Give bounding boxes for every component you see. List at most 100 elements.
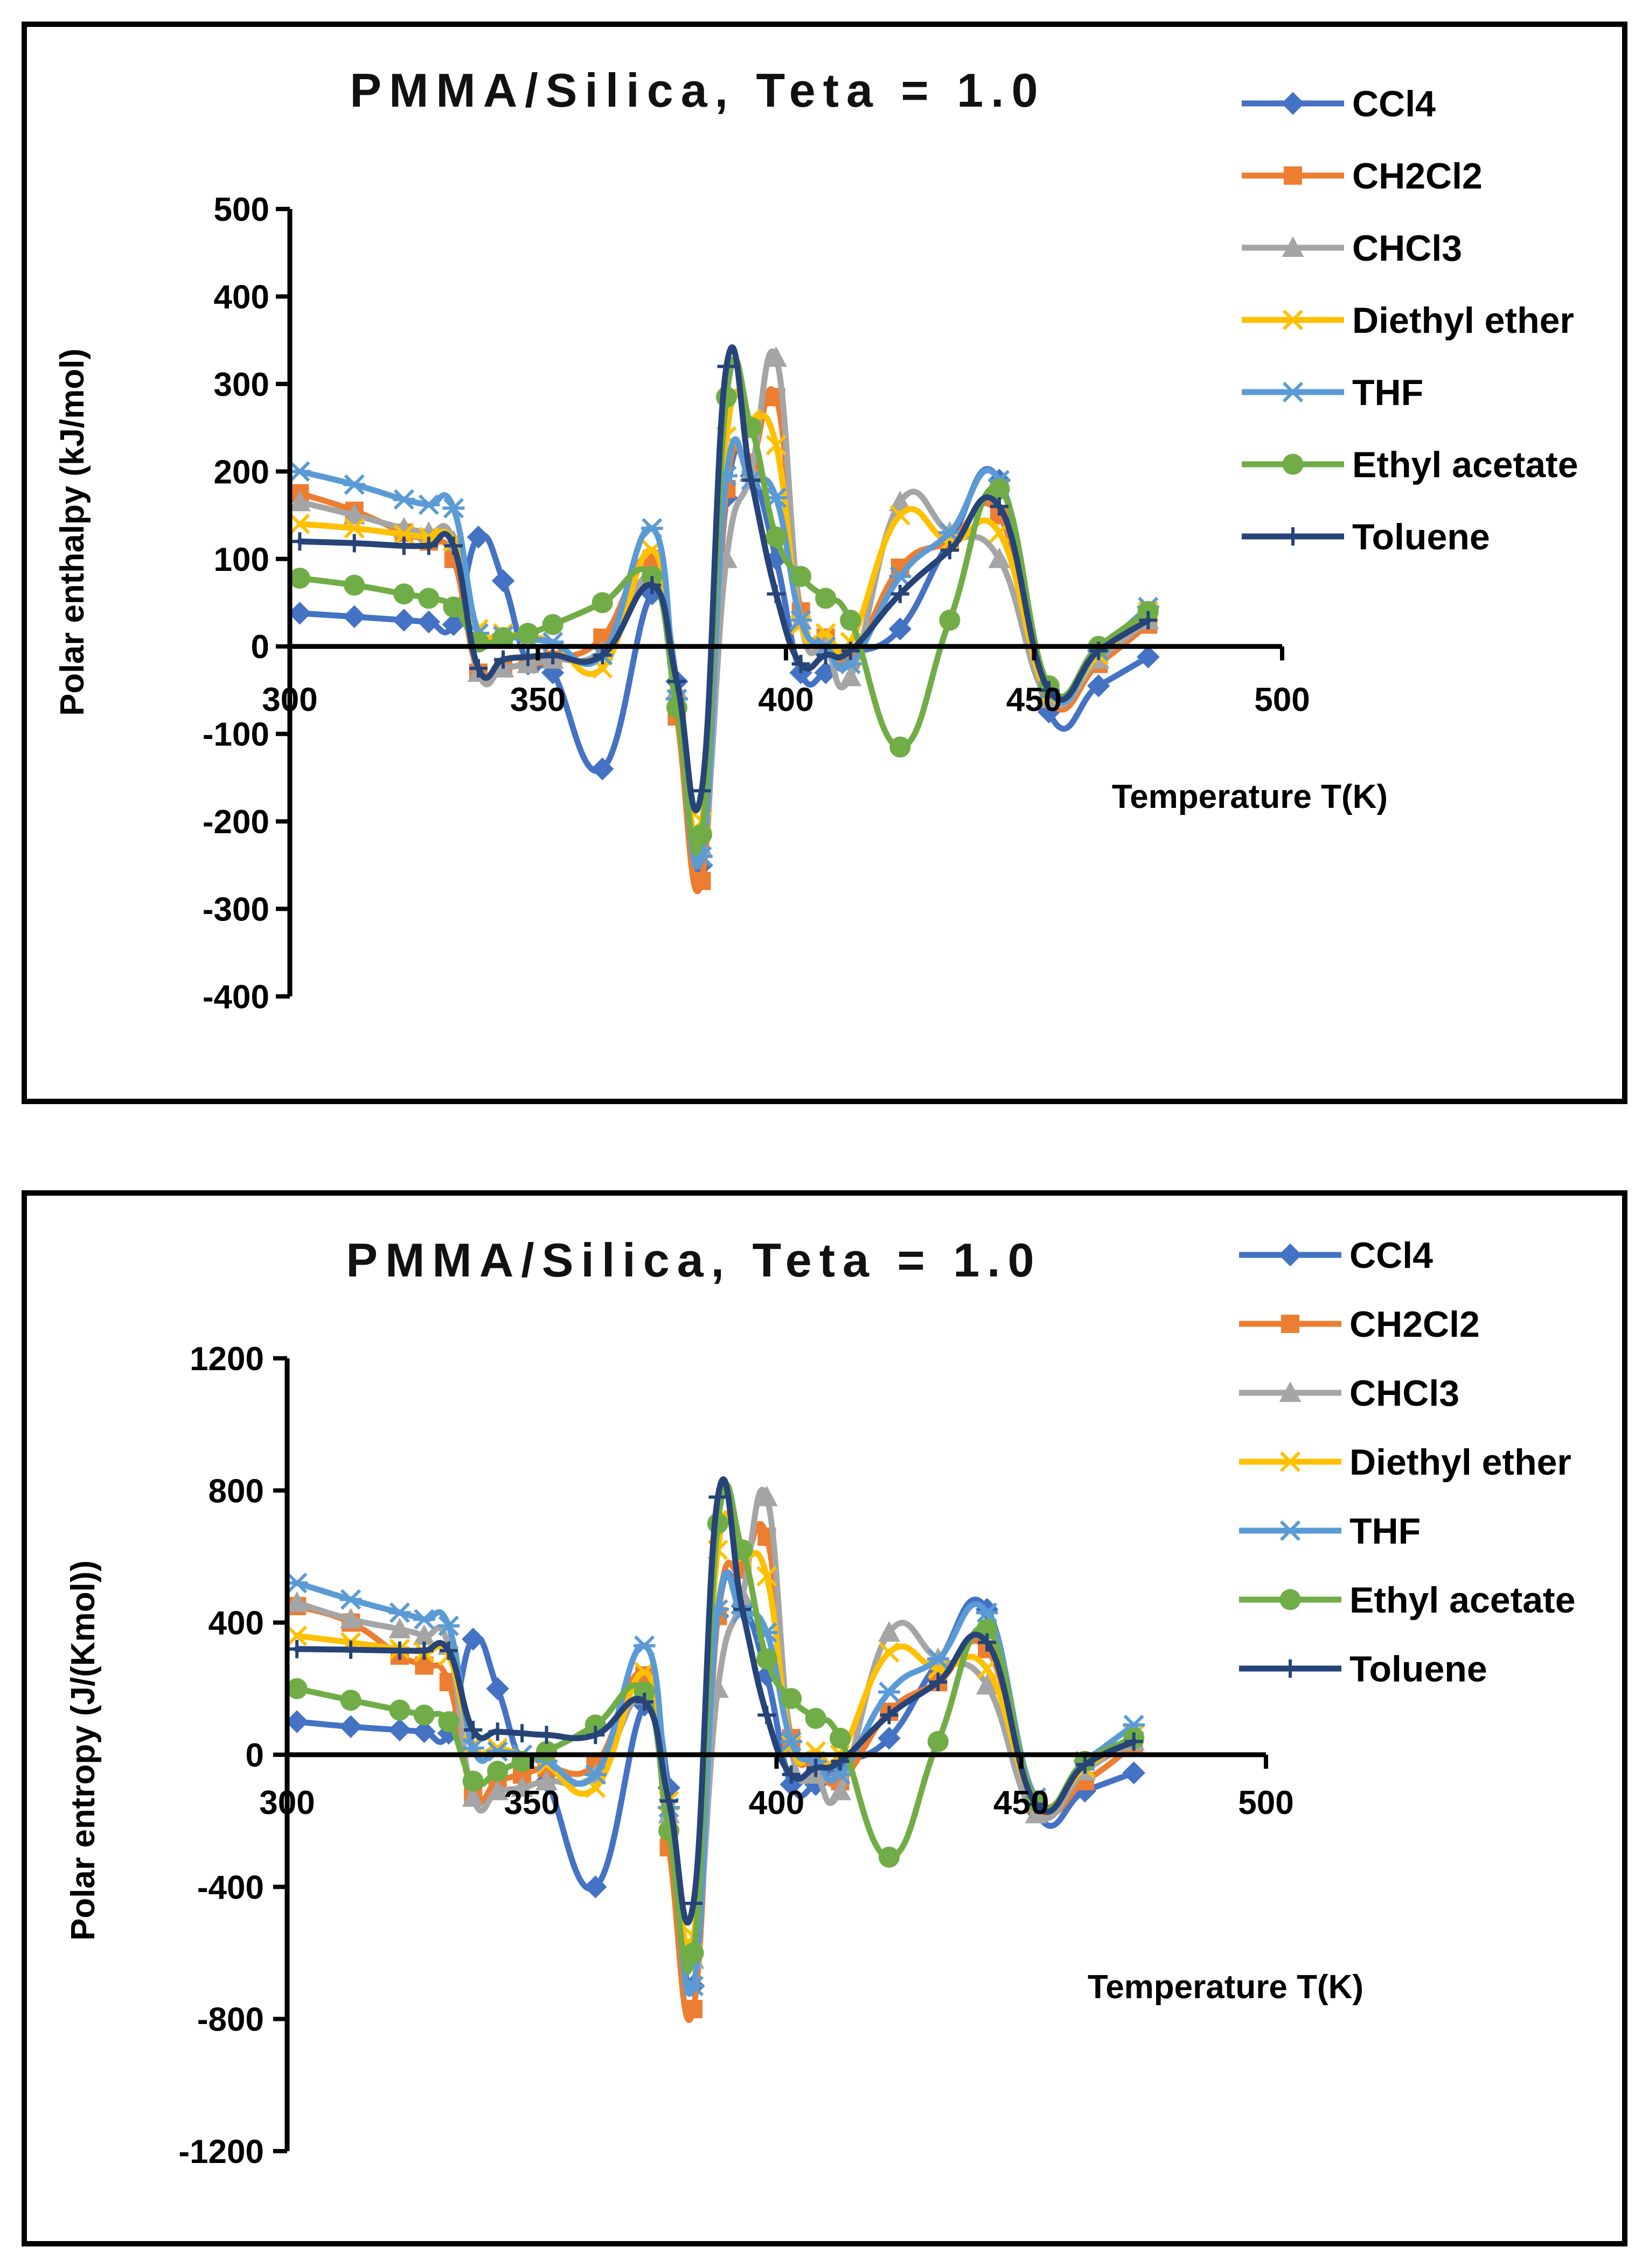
data-point-toluene bbox=[394, 536, 413, 555]
data-point-toluene bbox=[643, 576, 662, 595]
legend-item-thf: THF bbox=[1242, 372, 1423, 413]
data-point-thf bbox=[682, 1976, 705, 1997]
data-point-ethyl-acetate bbox=[492, 627, 514, 648]
data-point-diethyl-ether bbox=[756, 1566, 777, 1587]
legend-label: CH2Cl2 bbox=[1352, 156, 1483, 197]
data-point-toluene bbox=[290, 532, 309, 551]
legend-marker bbox=[1284, 527, 1302, 546]
data-point-thf bbox=[413, 1609, 435, 1630]
y-tick-label: 1200 bbox=[190, 1341, 264, 1378]
x-axis-title: Temperature T(K) bbox=[1112, 778, 1388, 815]
data-point-toluene bbox=[1027, 1795, 1046, 1813]
data-point-chcl3 bbox=[829, 1779, 852, 1801]
legend-item-ethyl-acetate: Ethyl acetate bbox=[1239, 1580, 1576, 1621]
legend-marker bbox=[1281, 1315, 1299, 1333]
data-point-diethyl-ether bbox=[344, 518, 365, 539]
y-axis-title: Polar entropy (J/(Kmol)) bbox=[65, 1560, 102, 1941]
y-tick-label: 400 bbox=[208, 1605, 264, 1642]
x-tick-label: 300 bbox=[262, 681, 317, 718]
data-point-toluene bbox=[929, 1673, 948, 1692]
y-tick-label: -300 bbox=[203, 891, 269, 929]
data-point-chcl3 bbox=[343, 504, 366, 525]
data-point-thf bbox=[780, 1731, 803, 1752]
data-point-ccl4 bbox=[888, 617, 912, 640]
data-point-chcl3 bbox=[462, 1786, 484, 1807]
data-point-ccl4 bbox=[388, 1718, 412, 1742]
data-point-toluene bbox=[667, 672, 686, 691]
x-tick-label: 500 bbox=[1254, 681, 1310, 718]
data-point-ethyl-acetate bbox=[790, 566, 812, 587]
chart-panel-enthalpy: 500 400 300 200 100 0 -100 -200 -300 -400 300 350 40… bbox=[22, 22, 1627, 1104]
data-point-ethyl-acetate bbox=[756, 1648, 777, 1670]
legend-item-chcl3: CHCl3 bbox=[1242, 228, 1462, 269]
data-point-toluene bbox=[494, 650, 513, 669]
data-point-thf bbox=[633, 1635, 656, 1656]
data-point-ccl4 bbox=[461, 1628, 485, 1651]
data-point-ccl4 bbox=[413, 1720, 436, 1743]
data-point-ccl4 bbox=[343, 605, 366, 629]
legend-item-ethyl-acetate: Ethyl acetate bbox=[1242, 444, 1578, 485]
data-point-toluene bbox=[692, 781, 711, 800]
data-point-ethyl-acetate bbox=[781, 1688, 802, 1709]
y-tick-label: -100 bbox=[203, 716, 269, 753]
data-point-ccl4 bbox=[392, 609, 416, 632]
data-point-ethyl-acetate bbox=[815, 588, 837, 609]
legend-item-ch2cl2: CH2Cl2 bbox=[1242, 156, 1483, 197]
legend-marker bbox=[1279, 1451, 1301, 1473]
legend-item-ch2cl2: CH2Cl2 bbox=[1239, 1304, 1480, 1345]
data-point-thf bbox=[790, 610, 812, 631]
data-point-chcl3 bbox=[413, 1624, 435, 1645]
data-point-toluene bbox=[513, 1724, 532, 1743]
legend-label: CCl4 bbox=[1352, 83, 1436, 124]
data-point-toluene bbox=[659, 1791, 678, 1810]
data-point-ethyl-acetate bbox=[691, 824, 712, 846]
legend-label: CCl4 bbox=[1349, 1235, 1433, 1276]
legend-item-toluene: Toluene bbox=[1242, 517, 1490, 557]
data-point-toluene bbox=[806, 1758, 825, 1777]
data-point-ethyl-acetate bbox=[344, 574, 365, 596]
data-point-ethyl-acetate bbox=[542, 614, 563, 636]
data-point-chcl3 bbox=[839, 665, 862, 687]
data-point-thf bbox=[927, 1649, 949, 1670]
data-point-ethyl-acetate bbox=[683, 1942, 704, 1964]
data-point-ethyl-acetate bbox=[830, 1727, 851, 1749]
legend-marker bbox=[1279, 1381, 1302, 1402]
data-point-diethyl-ether bbox=[889, 505, 910, 526]
data-point-toluene bbox=[940, 541, 959, 560]
legend-marker bbox=[1281, 92, 1305, 115]
legend-label: Toluene bbox=[1349, 1649, 1487, 1690]
data-point-diethyl-ether bbox=[289, 513, 310, 534]
enthalpy-chart: 500 400 300 200 100 0 -100 -200 -300 -400 300 350 40… bbox=[54, 64, 1578, 1016]
y-tick-label: 200 bbox=[214, 453, 269, 491]
data-point-toluene bbox=[1124, 1732, 1143, 1751]
data-point-chcl3 bbox=[976, 1673, 998, 1695]
data-point-ch2cl2 bbox=[684, 2000, 703, 2019]
data-point-diethyl-ether bbox=[634, 1662, 655, 1683]
chart-title: PMMA/Silica, Teta = 1.0 bbox=[350, 64, 1045, 117]
data-point-chcl3 bbox=[388, 1617, 411, 1638]
data-point-toluene bbox=[1139, 611, 1158, 630]
data-point-toluene bbox=[757, 1706, 776, 1725]
y-tick-label: 500 bbox=[214, 191, 269, 228]
legend-item-toluene: Toluene bbox=[1239, 1649, 1487, 1690]
x-tick-label: 450 bbox=[1006, 681, 1062, 718]
data-point-ch2cl2 bbox=[692, 871, 711, 890]
legend-label: CHCl3 bbox=[1352, 228, 1462, 269]
data-point-diethyl-ether bbox=[766, 435, 787, 456]
data-point-toluene bbox=[635, 1692, 654, 1711]
legend-marker bbox=[1282, 381, 1304, 403]
data-point-thf bbox=[286, 1572, 308, 1594]
data-point-toluene bbox=[684, 1894, 703, 1913]
data-point-toluene bbox=[464, 1721, 483, 1739]
data-point-diethyl-ether bbox=[879, 1642, 900, 1663]
x-tick-label: 400 bbox=[758, 681, 813, 718]
data-point-thf bbox=[339, 1589, 362, 1610]
data-point-thf bbox=[437, 1615, 460, 1636]
data-point-toluene bbox=[791, 654, 810, 673]
data-point-toluene bbox=[390, 1641, 409, 1660]
series-toluene bbox=[288, 1476, 1143, 1925]
data-point-ethyl-acetate bbox=[418, 588, 440, 609]
data-point-toluene bbox=[444, 536, 463, 555]
data-point-toluene bbox=[537, 1726, 556, 1744]
